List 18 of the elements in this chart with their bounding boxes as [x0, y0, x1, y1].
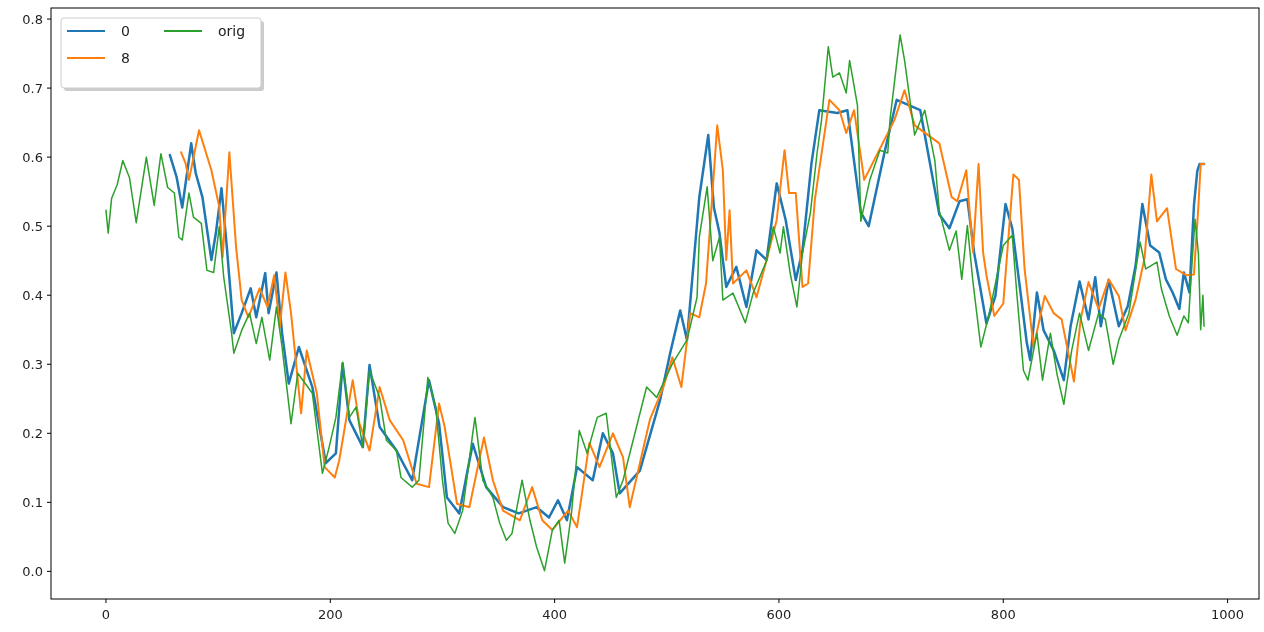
- x-tick-label: 1000: [1211, 607, 1245, 622]
- y-tick-label: 0.3: [22, 356, 43, 372]
- y-tick-label: 0.4: [22, 287, 43, 303]
- legend-label: 0: [121, 22, 130, 39]
- x-tick-label: 600: [766, 607, 792, 622]
- y-tick-label: 0.2: [22, 425, 43, 441]
- y-tick-label: 0.5: [22, 218, 43, 234]
- legend-label: 8: [121, 49, 130, 66]
- x-tick-label: 800: [990, 607, 1016, 622]
- y-tick-label: 0.8: [22, 11, 43, 27]
- y-tick-label: 0.0: [22, 563, 43, 579]
- y-tick-label: 0.7: [22, 80, 43, 96]
- y-tick-label: 0.6: [22, 149, 43, 165]
- x-tick-label: 0: [101, 607, 111, 622]
- y-tick-label: 0.1: [22, 494, 43, 510]
- legend-label: orig: [218, 22, 246, 39]
- x-tick-label: 400: [542, 607, 568, 622]
- x-tick-label: 200: [317, 607, 343, 622]
